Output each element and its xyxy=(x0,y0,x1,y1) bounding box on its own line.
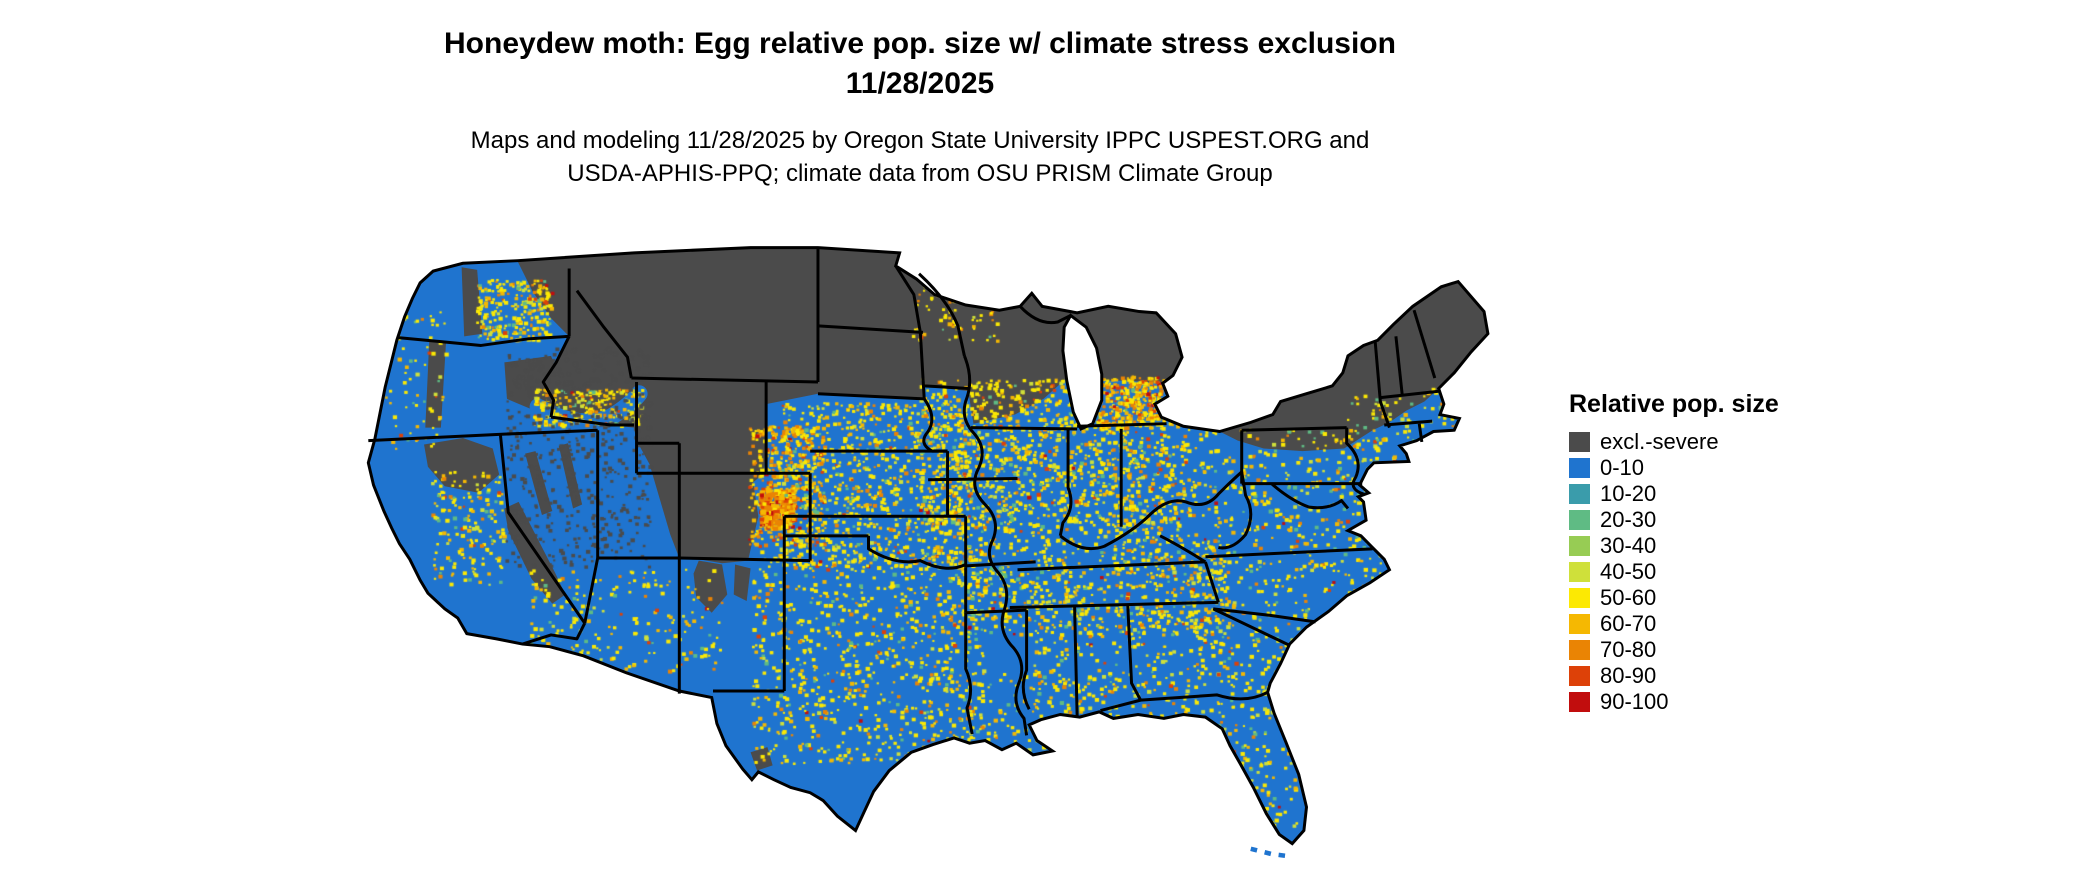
plot-subtitle-line2: USDA-APHIS-PPQ; climate data from OSU PR… xyxy=(567,160,1273,187)
legend-label: 30-40 xyxy=(1600,533,1657,558)
legend-item: 50-60 xyxy=(1569,585,1779,610)
legend-label: 0-10 xyxy=(1600,455,1645,480)
legend-label: 40-50 xyxy=(1600,559,1657,584)
legend-label: 10-20 xyxy=(1600,481,1657,506)
legend-label: excl.-severe xyxy=(1600,429,1719,454)
legend-label: 70-80 xyxy=(1600,637,1657,662)
legend-swatch xyxy=(1569,536,1590,556)
map-outline-stroke xyxy=(366,246,1490,846)
state-borders xyxy=(368,247,1441,736)
state-borders-layer xyxy=(366,246,1490,846)
legend-items: excl.-severe 0-10 10-20 20-30 30-40 40-50 50-6… xyxy=(1569,429,1779,714)
legend-swatch xyxy=(1569,640,1590,660)
legend-swatch xyxy=(1569,588,1590,608)
legend-item: 80-90 xyxy=(1569,663,1779,688)
legend-item: 40-50 xyxy=(1569,559,1779,584)
map-outline-stroke xyxy=(1061,313,1104,431)
legend-item: 10-20 xyxy=(1569,481,1779,506)
legend-swatch xyxy=(1569,692,1590,712)
legend: Relative pop. size excl.-severe 0-10 10-20… xyxy=(1569,390,1779,718)
legend-swatch xyxy=(1569,666,1590,686)
legend-swatch xyxy=(1569,510,1590,530)
legend-label: 60-70 xyxy=(1600,611,1657,636)
plot-subtitle: Maps and modeling 11/28/2025 by Oregon S… xyxy=(0,124,1840,190)
legend-label: 80-90 xyxy=(1600,663,1657,688)
legend-label: 90-100 xyxy=(1600,689,1669,714)
legend-item: 70-80 xyxy=(1569,637,1779,662)
legend-item: 0-10 xyxy=(1569,455,1779,480)
legend-swatch xyxy=(1569,458,1590,478)
plot-title-line2: 11/28/2025 xyxy=(845,67,995,100)
legend-title: Relative pop. size xyxy=(1569,390,1779,418)
legend-label: 20-30 xyxy=(1600,507,1657,532)
legend-item: 20-30 xyxy=(1569,507,1779,532)
legend-item: 30-40 xyxy=(1569,533,1779,558)
legend-swatch xyxy=(1569,562,1590,582)
legend-item: 90-100 xyxy=(1569,689,1779,714)
plot-subtitle-line1: Maps and modeling 11/28/2025 by Oregon S… xyxy=(470,127,1370,154)
us-map xyxy=(310,232,1554,884)
plot-title-line1: Honeydew moth: Egg relative pop. size w/… xyxy=(444,27,1396,60)
legend-swatch xyxy=(1569,484,1590,504)
legend-swatch xyxy=(1569,432,1590,452)
legend-swatch xyxy=(1569,614,1590,634)
legend-label: 50-60 xyxy=(1600,585,1657,610)
legend-item: 60-70 xyxy=(1569,611,1779,636)
plot-header: Honeydew moth: Egg relative pop. size w/… xyxy=(0,24,1840,190)
legend-item: excl.-severe xyxy=(1569,429,1779,454)
